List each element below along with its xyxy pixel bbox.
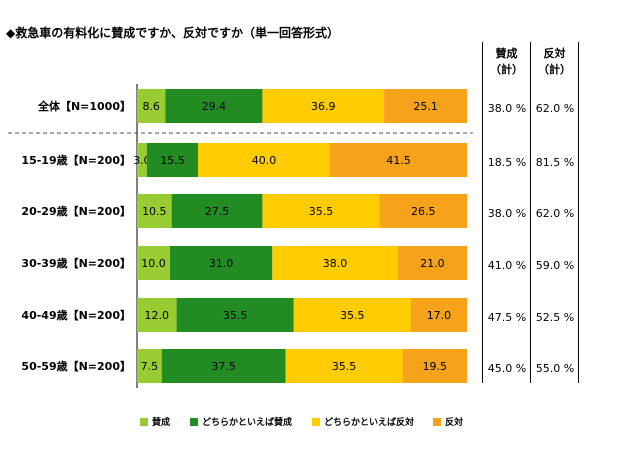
category-label: 40-49歳【N=200】 — [21, 308, 131, 322]
data-label: 7.5 — [141, 360, 159, 373]
bar-segment — [176, 298, 294, 332]
category-label: 全体【N=1000】 — [37, 99, 131, 113]
support-total-cell: 47.5 % — [487, 311, 527, 324]
data-label: 38.0 — [323, 257, 348, 270]
data-label: 12.0 — [145, 309, 170, 322]
support-total-cell: 18.5 % — [487, 156, 527, 169]
bar-segment — [285, 349, 403, 383]
bar-segment — [397, 246, 467, 280]
data-label: 35.5 — [340, 309, 365, 322]
bar-segment — [137, 194, 172, 228]
legend-label: 賛成 — [152, 418, 171, 428]
category-label: 15-19歳【N=200】 — [21, 153, 131, 167]
data-label: 41.5 — [386, 154, 411, 167]
legend-item: 反対 — [433, 415, 463, 428]
legend-label: どちらかといえば反対 — [324, 418, 415, 428]
bar-segment — [262, 194, 380, 228]
oppose-total-cell: 62.0 % — [535, 102, 575, 115]
bar-segment — [198, 143, 331, 177]
data-label: 36.9 — [311, 100, 336, 113]
data-label: 35.5 — [332, 360, 357, 373]
oppose-total-cell: 55.0 % — [535, 362, 575, 375]
summary-left-border — [482, 42, 483, 383]
bar-segment — [137, 298, 177, 332]
bar-segment — [165, 89, 263, 123]
bar-segment — [402, 349, 467, 383]
bar-segment — [137, 349, 162, 383]
data-label: 35.5 — [309, 205, 334, 218]
legend-item: 賛成 — [140, 415, 170, 428]
oppose-total-cell: 52.5 % — [535, 311, 575, 324]
support-total-cell: 45.0 % — [487, 362, 527, 375]
data-label: 8.6 — [142, 100, 160, 113]
data-label: 40.0 — [252, 154, 277, 167]
oppose-total-cell: 59.0 % — [535, 259, 575, 272]
legend-swatch — [140, 417, 148, 426]
bar-segment — [293, 298, 411, 332]
data-label: 31.0 — [209, 257, 234, 270]
data-label: 15.5 — [160, 154, 185, 167]
legend-item: どちらかといえば賛成 — [190, 415, 292, 428]
bar-segment — [171, 194, 263, 228]
data-label: 35.5 — [223, 309, 248, 322]
oppose-total-header-line2: （計） — [538, 63, 571, 76]
bar-segment — [170, 246, 273, 280]
bar-segment — [384, 89, 467, 123]
chart-title: ◆救急車の有料化に賛成ですか、反対ですか（単一回答形式） — [6, 26, 339, 40]
support-total-cell: 38.0 % — [487, 102, 527, 115]
legend-label: どちらかといえば賛成 — [202, 418, 293, 428]
support-total-header-line1: 賛成 — [495, 47, 518, 60]
legend-item: どちらかといえば反対 — [312, 415, 414, 428]
data-label: 3.0 — [133, 154, 151, 167]
data-label: 21.0 — [420, 257, 445, 270]
bar-segment — [262, 89, 385, 123]
bar-segment — [330, 143, 467, 177]
bar-segment — [161, 349, 286, 383]
data-label: 25.1 — [413, 100, 438, 113]
support-total-cell: 41.0 % — [487, 259, 527, 272]
bar-segment — [137, 143, 147, 177]
support-total-cell: 38.0 % — [487, 207, 527, 220]
legend-swatch — [433, 417, 441, 426]
category-label: 30-39歳【N=200】 — [21, 256, 131, 270]
legend-label: 反対 — [445, 418, 464, 428]
support-total-header: 賛成 （計） — [483, 46, 530, 78]
category-label: 20-29歳【N=200】 — [21, 204, 131, 218]
category-label: 50-59歳【N=200】 — [21, 359, 131, 373]
summary-mid-border — [530, 42, 531, 383]
data-label: 17.0 — [427, 309, 452, 322]
data-label: 10.0 — [141, 257, 166, 270]
support-total-header-line2: （計） — [490, 63, 523, 76]
data-label: 27.5 — [205, 205, 230, 218]
oppose-total-cell: 62.0 % — [535, 207, 575, 220]
bar-segment — [146, 143, 199, 177]
legend-swatch — [312, 417, 320, 426]
oppose-total-header: 反対 （計） — [531, 46, 578, 78]
legend-swatch — [190, 417, 198, 426]
data-label: 37.5 — [211, 360, 236, 373]
bar-segment — [137, 89, 166, 123]
oppose-total-cell: 81.5 % — [535, 156, 575, 169]
data-label: 26.5 — [411, 205, 436, 218]
data-label: 19.5 — [423, 360, 448, 373]
bar-segment — [379, 194, 467, 228]
summary-right-border — [578, 42, 579, 383]
bar-segment — [272, 246, 398, 280]
bar-segment — [410, 298, 467, 332]
bar-segment — [137, 246, 170, 280]
data-label: 29.4 — [202, 100, 227, 113]
oppose-total-header-line1: 反対 — [543, 47, 566, 60]
data-label: 10.5 — [142, 205, 167, 218]
